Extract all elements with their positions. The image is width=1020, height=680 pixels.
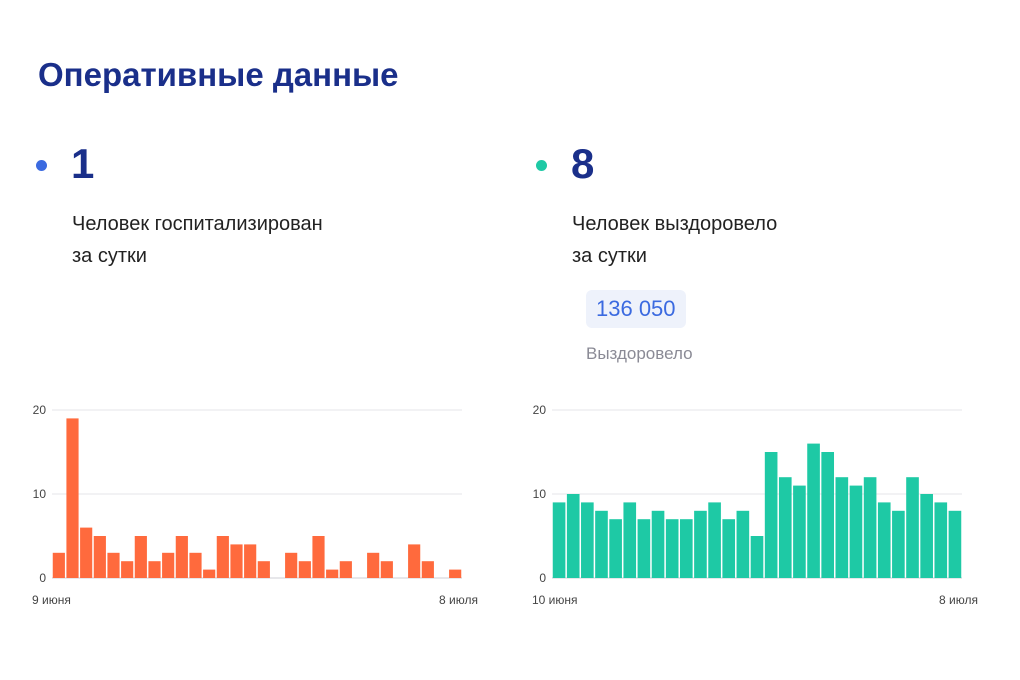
- bar: [175, 536, 188, 578]
- bar: [285, 552, 298, 578]
- bar: [566, 494, 580, 578]
- bar: [694, 510, 707, 578]
- recovered-count: 8: [571, 140, 595, 187]
- bar: [948, 510, 962, 578]
- bar: [421, 561, 434, 578]
- bar: [736, 510, 750, 578]
- bar: [230, 544, 243, 578]
- bar: [793, 485, 806, 578]
- bar: [835, 477, 849, 578]
- bar: [863, 477, 877, 578]
- y-tick-label: 0: [39, 571, 46, 585]
- y-tick-label: 20: [533, 403, 547, 417]
- bar: [134, 536, 147, 578]
- recovered-stat-card: 8 Человек выздоровело за сутки: [536, 140, 976, 272]
- bar: [920, 494, 933, 578]
- bar: [595, 510, 608, 578]
- x-tick-end: 8 июля: [439, 593, 478, 607]
- bar: [244, 544, 257, 578]
- bar: [750, 536, 764, 578]
- bar: [552, 502, 566, 578]
- bar: [93, 536, 106, 578]
- bar: [609, 519, 622, 578]
- hospitalized-desc-line2: за сутки: [72, 245, 147, 267]
- hospitalized-dot-icon: [36, 159, 47, 171]
- bar: [581, 502, 594, 578]
- bar: [121, 561, 134, 578]
- recovered-total-label: Выздоровело: [586, 344, 693, 363]
- bar: [326, 569, 339, 578]
- x-tick-start: 9 июня: [32, 593, 71, 607]
- x-tick-start: 10 июня: [532, 593, 578, 607]
- bar: [380, 561, 393, 578]
- page-title: Оперативные данные: [38, 56, 399, 93]
- recovered-dot-icon: [536, 159, 547, 171]
- bar: [708, 502, 721, 578]
- bar: [107, 552, 120, 578]
- bar: [623, 502, 637, 578]
- recovered-bar-chart: 0 10 20 10 июня 8 июля: [532, 403, 978, 607]
- bar: [66, 418, 79, 578]
- bar: [408, 544, 421, 578]
- y-tick-label: 20: [33, 403, 47, 417]
- hospitalized-bar-chart: 0 10 20 9 июня 8 июля: [32, 403, 478, 607]
- bar: [216, 536, 229, 578]
- bar: [651, 510, 665, 578]
- bar: [722, 519, 736, 578]
- bar: [807, 443, 820, 578]
- bar: [906, 477, 919, 578]
- x-tick-end: 8 июля: [939, 593, 978, 607]
- bar: [665, 519, 679, 578]
- bar: [162, 552, 175, 578]
- y-tick-label: 10: [33, 487, 47, 501]
- bar: [877, 502, 891, 578]
- bar: [679, 519, 693, 578]
- bar: [821, 452, 835, 578]
- bar: [934, 502, 948, 578]
- bar: [257, 561, 270, 578]
- y-tick-label: 0: [539, 571, 546, 585]
- bar: [449, 569, 462, 578]
- y-tick-label: 10: [533, 487, 547, 501]
- recovered-total-value: 136 050: [586, 290, 686, 328]
- bar: [203, 569, 216, 578]
- bar: [339, 561, 352, 578]
- bar: [52, 552, 65, 578]
- bar: [312, 536, 325, 578]
- bar: [892, 510, 905, 578]
- bar: [189, 552, 202, 578]
- bar: [298, 561, 311, 578]
- bar: [367, 552, 380, 578]
- hospitalized-desc-line1: Человек госпитализирован: [72, 213, 323, 235]
- bar: [637, 519, 651, 578]
- hospitalized-count: 1: [71, 140, 95, 187]
- recovered-desc-line2: за сутки: [572, 245, 647, 267]
- bar: [778, 477, 792, 578]
- bar: [849, 485, 863, 578]
- recovered-desc-line1: Человек выздоровело: [572, 213, 778, 235]
- bar: [764, 452, 778, 578]
- bar: [80, 527, 93, 578]
- hospitalized-stat-card: 1 Человек госпитализирован за сутки: [36, 140, 476, 272]
- bar: [148, 561, 161, 578]
